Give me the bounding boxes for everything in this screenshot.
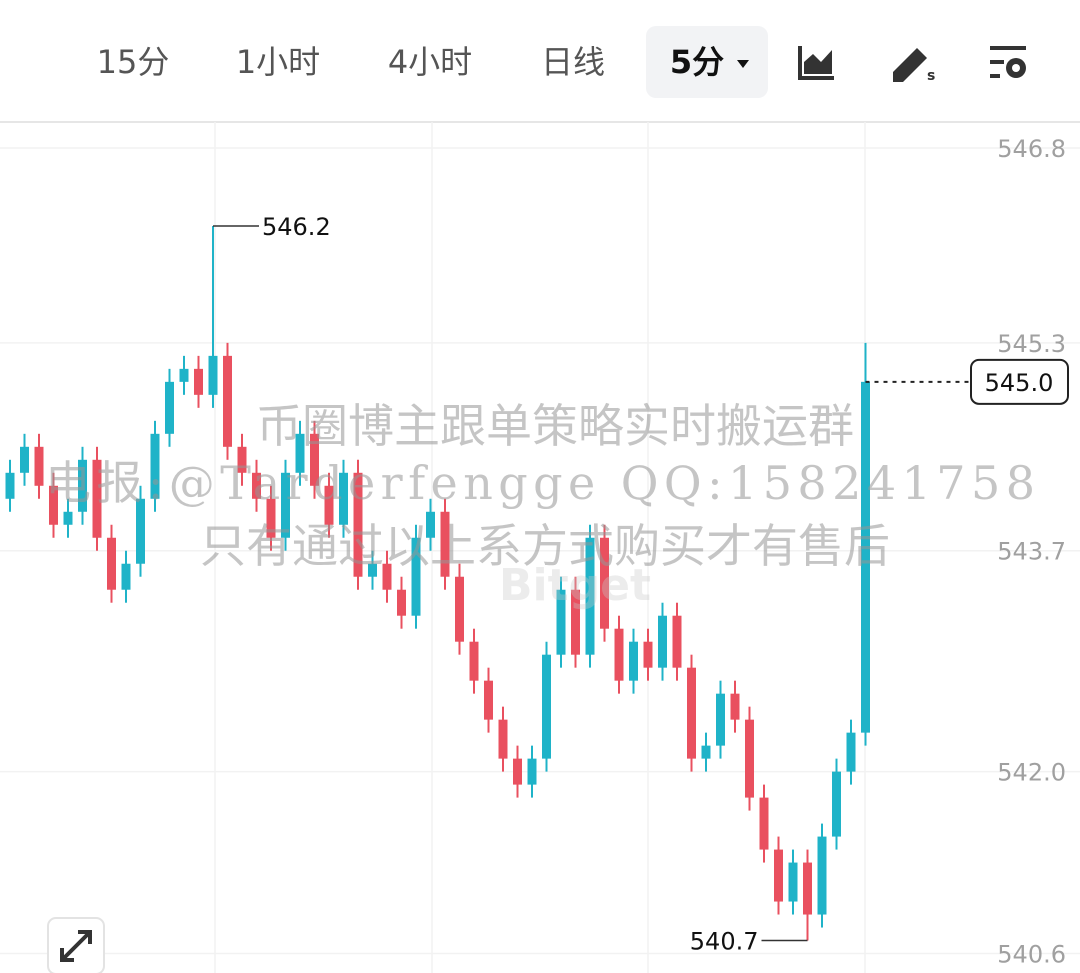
candle-body	[469, 641, 479, 681]
candle-body	[310, 433, 319, 486]
candle-body	[658, 615, 667, 668]
candle-body	[179, 368, 189, 382]
low-label: 540.7	[690, 928, 759, 956]
candle-body	[846, 732, 856, 772]
candle-body	[397, 589, 406, 616]
active-tab-bg[interactable]	[646, 26, 768, 98]
candle-body	[368, 563, 377, 577]
candle-body	[237, 446, 247, 473]
toolbar	[0, 0, 1080, 122]
candle-body	[527, 758, 537, 785]
candle-body	[571, 589, 580, 655]
y-tick-label: 545.3	[997, 330, 1066, 358]
interval-tab[interactable]: 1小时	[236, 43, 320, 81]
candle-body	[556, 589, 566, 655]
candle-body	[150, 433, 160, 499]
candle-body	[20, 446, 29, 473]
last-price-box	[970, 358, 1069, 405]
last-price-label: 545.0	[985, 369, 1054, 397]
candle-body	[223, 355, 232, 447]
candle-body	[440, 511, 450, 577]
candle-body	[774, 849, 783, 902]
icon-glyph: s	[927, 68, 935, 84]
candle-body	[121, 563, 131, 590]
candle-body	[324, 485, 334, 525]
candle-body	[701, 745, 711, 759]
candle-body	[484, 680, 493, 720]
candle-body	[5, 472, 15, 499]
candle-body	[136, 498, 145, 564]
candle-body	[817, 836, 827, 915]
watermark-line: 只有通过以上系方式购买才有售后	[200, 519, 890, 573]
watermark-line: 电报:@Tarderfengge QQ:158241758	[45, 456, 1035, 510]
interval-tab[interactable]: 15分	[97, 43, 170, 81]
candle-body	[49, 485, 58, 525]
candle-body	[803, 862, 812, 915]
candle-body	[63, 511, 73, 525]
candle-body	[252, 472, 261, 499]
candle-body	[194, 368, 203, 395]
y-tick-label: 543.7	[997, 538, 1066, 566]
candle-body	[643, 641, 653, 668]
candle-body	[78, 459, 87, 512]
y-tick-label: 546.8	[997, 135, 1066, 163]
active-interval[interactable]: 5分	[670, 43, 724, 81]
plot: 546.8 545.3 543.7 542.0 540.6 546.2 540.7 545.0	[0, 135, 1080, 969]
candle-body	[165, 381, 174, 434]
candle-body	[788, 862, 798, 902]
candle-body	[861, 381, 870, 733]
high-label: 546.2	[262, 213, 331, 241]
expand-button[interactable]	[47, 917, 105, 973]
candle-body	[208, 355, 218, 395]
candle-body	[629, 641, 638, 681]
y-tick-label: 540.6	[997, 941, 1066, 969]
candle-body	[92, 459, 102, 538]
candle-body	[266, 498, 276, 538]
candle-body	[585, 537, 595, 655]
candle-body	[382, 563, 392, 590]
candle-body	[107, 537, 116, 590]
candle-body	[295, 433, 305, 473]
dropdown-caret	[737, 60, 749, 68]
logo-watermark: Bitget	[499, 560, 651, 611]
candle-body	[411, 537, 421, 616]
candle-body	[672, 615, 682, 668]
candle-body	[353, 472, 363, 577]
candle-body	[600, 537, 609, 629]
watermark-line: 币圈博主跟单策略实时搬运群	[256, 399, 854, 453]
candle-body	[455, 576, 464, 642]
y-tick-label: 542.0	[997, 759, 1066, 787]
candle-body	[759, 797, 769, 850]
chart-type-icon[interactable]	[798, 46, 834, 80]
candle-body	[542, 654, 551, 759]
candle-body	[687, 667, 696, 759]
candle-body	[745, 719, 754, 798]
candle-body	[614, 628, 624, 681]
interval-tab[interactable]: 日线	[541, 43, 605, 81]
candle-body	[281, 472, 290, 538]
settings-icon[interactable]	[990, 46, 1026, 78]
interval-tab[interactable]: 4小时	[388, 43, 472, 81]
candle-body	[339, 472, 348, 525]
candle-body	[498, 719, 508, 759]
candle-body	[513, 758, 522, 785]
candle-body	[34, 446, 44, 486]
candle-body	[832, 771, 841, 837]
candle-body	[426, 511, 435, 538]
candle-body	[716, 693, 725, 746]
candle-body	[730, 693, 740, 720]
draw-icon[interactable]: s	[893, 48, 935, 84]
